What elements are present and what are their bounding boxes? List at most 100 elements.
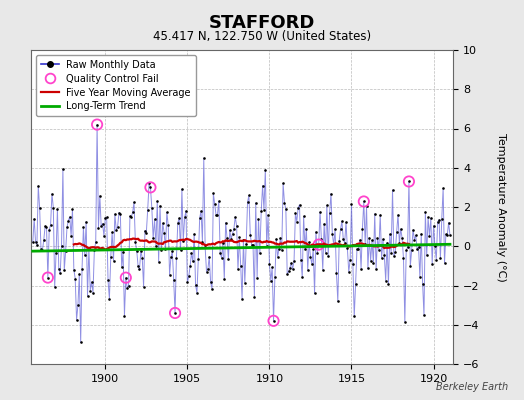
- Point: [169, 277, 178, 283]
- Point: [269, 318, 278, 324]
- Point: [139, 283, 148, 290]
- Y-axis label: Temperature Anomaly (°C): Temperature Anomaly (°C): [496, 133, 506, 281]
- Point: [392, 229, 401, 235]
- Point: [268, 264, 276, 271]
- Point: [94, 224, 103, 231]
- Point: [428, 260, 436, 267]
- Point: [254, 216, 263, 222]
- Point: [168, 248, 177, 254]
- Point: [372, 266, 380, 272]
- Point: [187, 250, 195, 256]
- Point: [317, 236, 325, 243]
- Point: [319, 267, 327, 273]
- Point: [424, 214, 432, 220]
- Point: [257, 208, 266, 214]
- Point: [150, 216, 159, 223]
- Point: [146, 184, 155, 190]
- Point: [75, 271, 83, 277]
- Point: [88, 279, 96, 285]
- Point: [397, 226, 405, 232]
- Point: [348, 260, 357, 267]
- Point: [236, 262, 245, 269]
- Point: [238, 296, 246, 302]
- Point: [43, 274, 52, 281]
- Text: 45.417 N, 122.750 W (United States): 45.417 N, 122.750 W (United States): [153, 30, 371, 43]
- Point: [384, 281, 392, 287]
- Point: [209, 190, 217, 196]
- Point: [363, 203, 371, 210]
- Point: [321, 250, 330, 256]
- Point: [178, 186, 186, 192]
- Point: [54, 266, 63, 272]
- Point: [446, 232, 454, 238]
- Point: [211, 201, 219, 207]
- Point: [328, 231, 336, 238]
- Point: [398, 235, 406, 241]
- Point: [123, 285, 132, 292]
- Point: [206, 279, 215, 285]
- Point: [271, 274, 279, 280]
- Point: [278, 247, 286, 253]
- Point: [265, 261, 274, 267]
- Point: [149, 235, 157, 242]
- Point: [275, 246, 283, 252]
- Point: [289, 266, 297, 272]
- Point: [230, 226, 238, 232]
- Point: [358, 225, 367, 232]
- Point: [71, 275, 80, 282]
- Point: [313, 250, 322, 256]
- Point: [301, 246, 309, 252]
- Point: [110, 258, 118, 264]
- Point: [305, 239, 313, 245]
- Point: [208, 286, 216, 292]
- Point: [383, 239, 391, 246]
- Point: [394, 212, 402, 218]
- Point: [108, 229, 116, 236]
- Point: [247, 242, 256, 248]
- Point: [227, 236, 235, 242]
- Point: [50, 284, 59, 290]
- Point: [116, 210, 125, 217]
- Point: [312, 228, 320, 235]
- Point: [60, 267, 69, 274]
- Point: [70, 266, 78, 273]
- Point: [43, 274, 52, 281]
- Point: [444, 219, 453, 226]
- Point: [335, 238, 343, 244]
- Point: [287, 260, 296, 266]
- Point: [72, 317, 81, 323]
- Point: [297, 256, 305, 263]
- Point: [225, 227, 234, 233]
- Point: [339, 236, 347, 243]
- Point: [217, 254, 226, 261]
- Point: [440, 260, 449, 266]
- Point: [219, 240, 227, 246]
- Point: [309, 246, 318, 252]
- Point: [375, 247, 383, 253]
- Point: [401, 318, 409, 325]
- Point: [334, 298, 342, 304]
- Point: [205, 254, 213, 260]
- Point: [233, 222, 241, 229]
- Point: [141, 227, 149, 234]
- Point: [97, 223, 105, 229]
- Point: [30, 216, 38, 222]
- Point: [64, 217, 72, 224]
- Point: [117, 264, 126, 271]
- Point: [184, 273, 193, 280]
- Point: [142, 229, 150, 236]
- Point: [39, 237, 48, 244]
- Point: [57, 242, 66, 249]
- Point: [228, 230, 237, 237]
- Point: [252, 200, 260, 206]
- Point: [359, 198, 368, 205]
- Point: [373, 235, 381, 242]
- Point: [299, 213, 308, 219]
- Point: [343, 245, 352, 252]
- Point: [405, 178, 413, 185]
- Point: [32, 242, 41, 248]
- Point: [419, 280, 427, 287]
- Point: [86, 288, 94, 294]
- Point: [366, 257, 375, 264]
- Point: [243, 199, 252, 205]
